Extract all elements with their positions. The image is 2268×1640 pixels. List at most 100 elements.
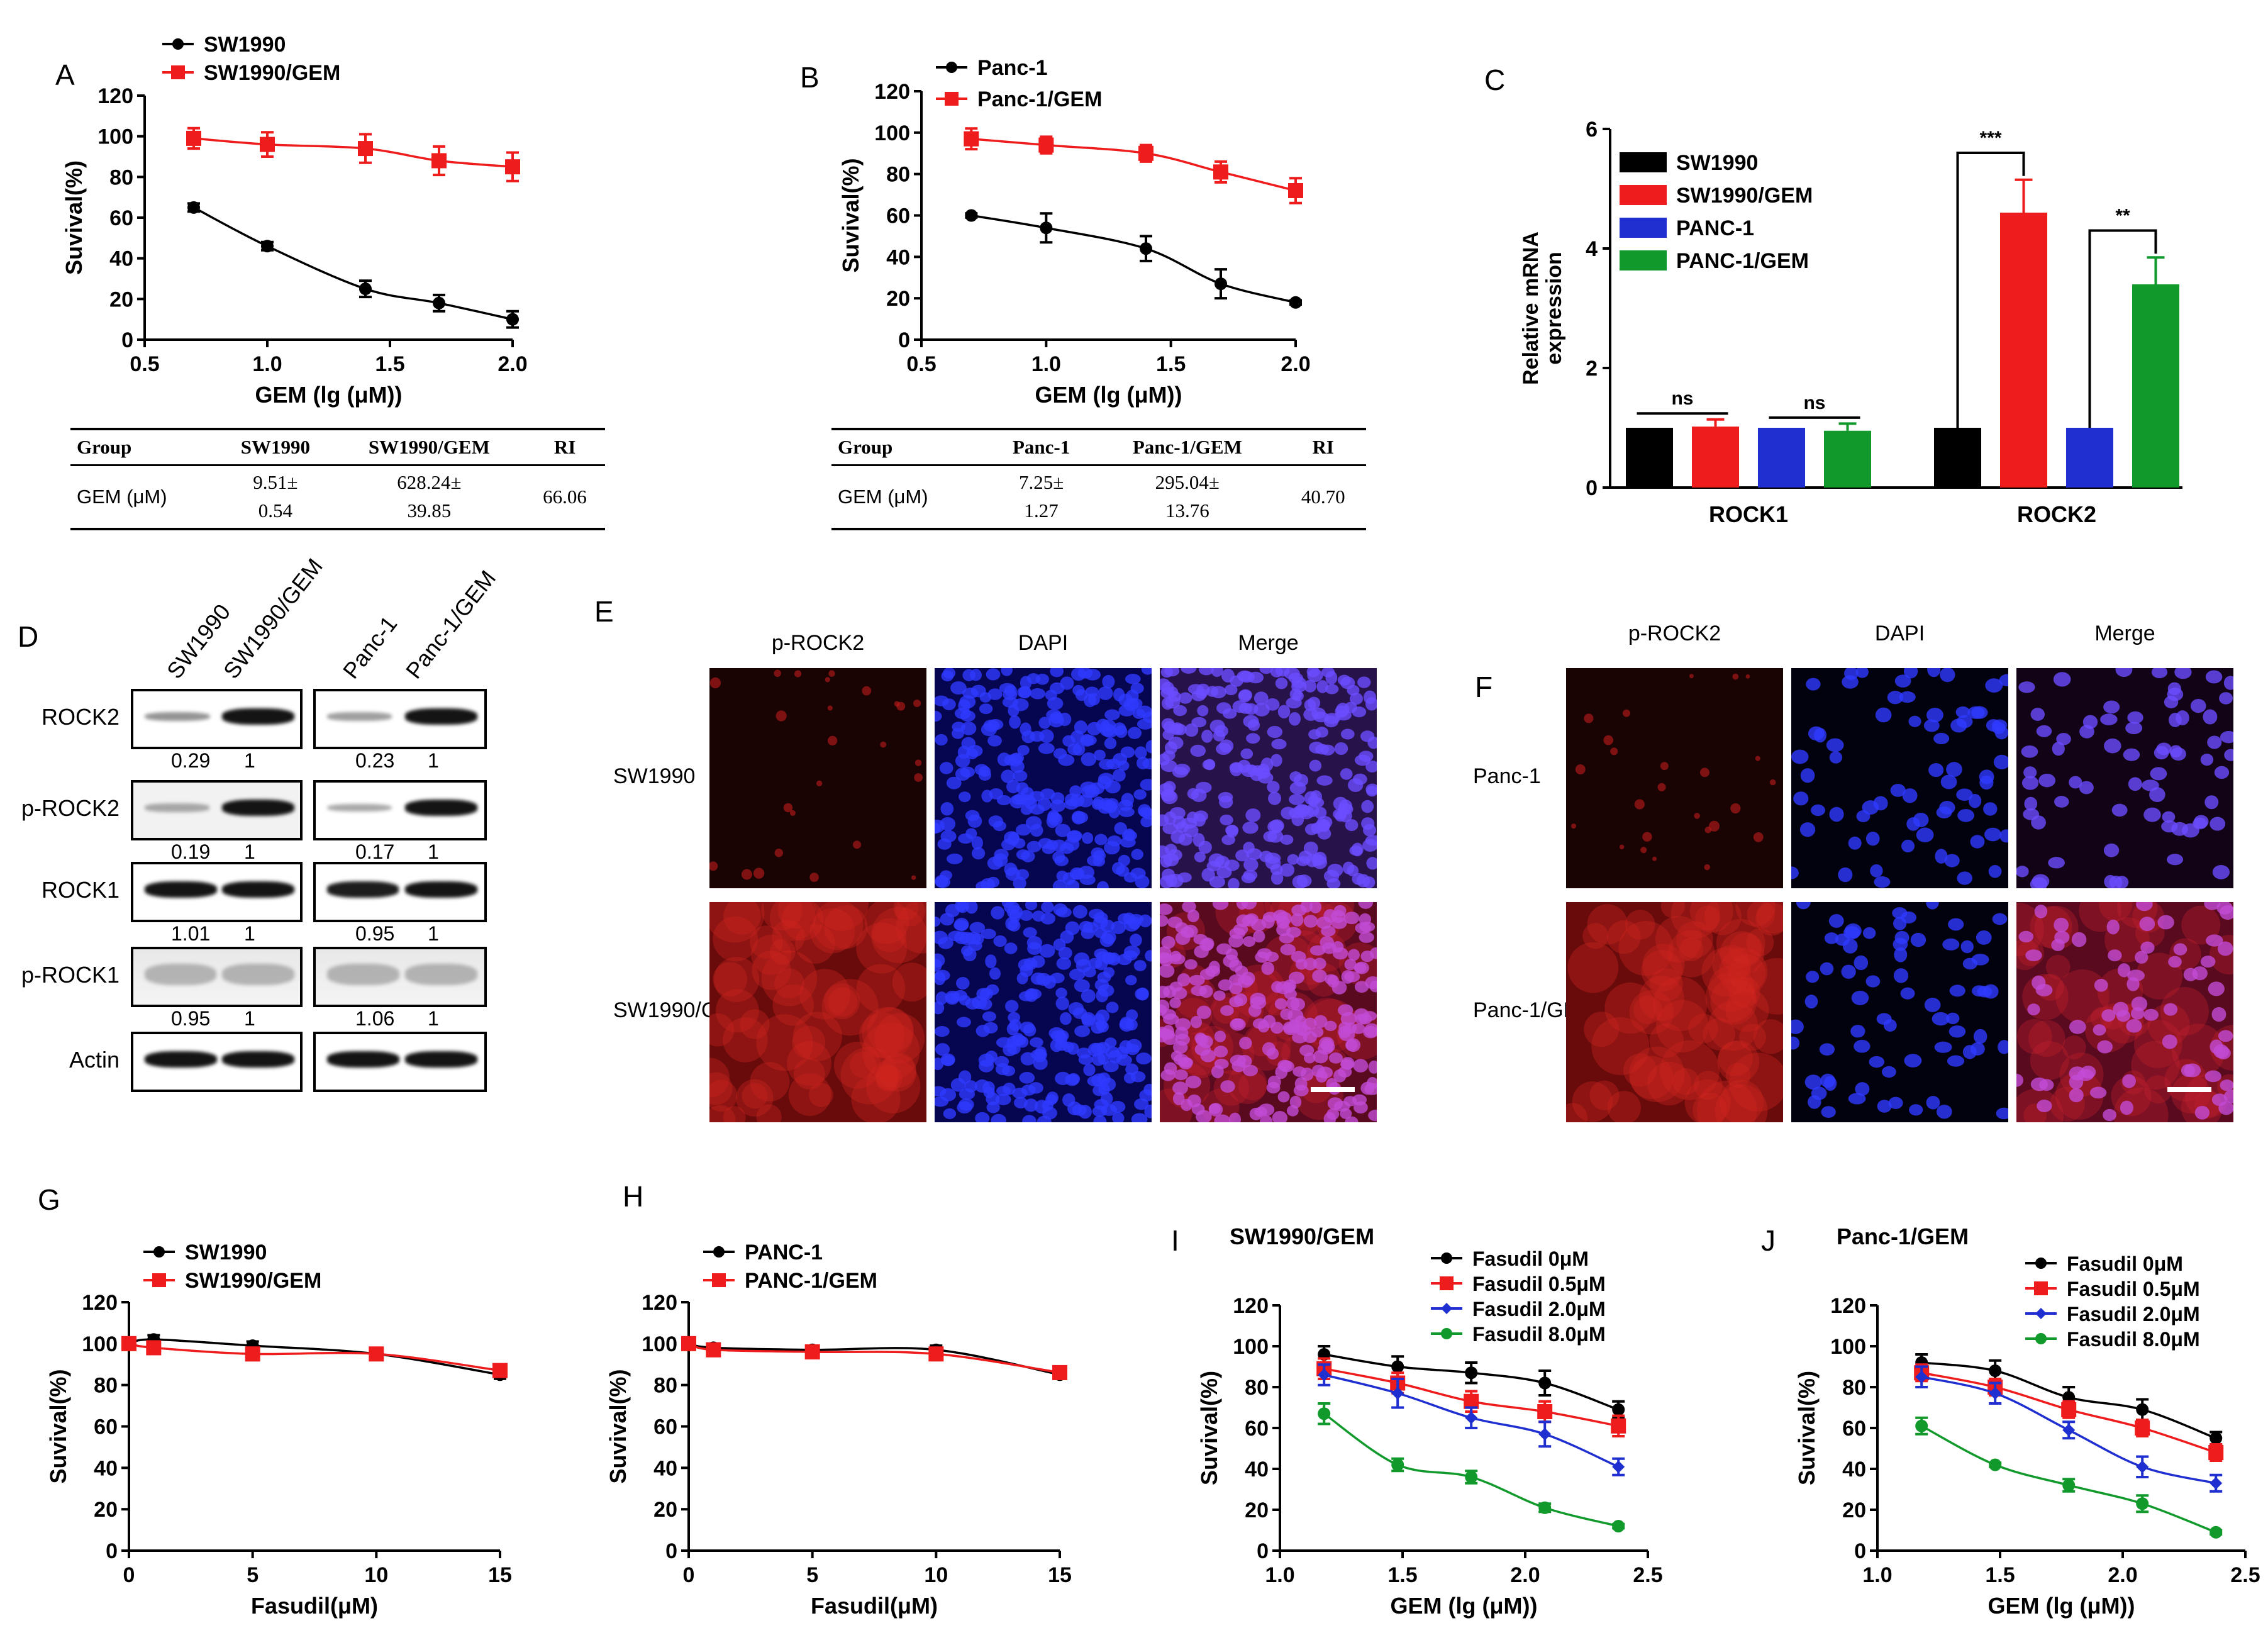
micro-nucleus — [974, 764, 989, 776]
micro-nucleus — [1005, 867, 1020, 881]
micro-nucleus — [2213, 1044, 2229, 1059]
micro-nucleus — [1267, 725, 1283, 739]
micro-blob — [709, 861, 718, 871]
chart-c-bar — [1824, 430, 1871, 488]
micro-blob — [752, 951, 791, 990]
micro-nucleus — [2104, 738, 2121, 754]
blot-lane-label: Panc-1/GEM — [400, 565, 501, 684]
micro-blob — [864, 902, 909, 944]
chart-g-ytick-label: 120 — [82, 1291, 118, 1315]
micro-nucleus — [1821, 1106, 1836, 1118]
micro-nucleus — [2027, 1003, 2040, 1016]
table-a-header-c1: SW1990 — [217, 428, 334, 466]
micro-nucleus — [987, 856, 1003, 870]
micro-nucleus — [1174, 1069, 1188, 1081]
micro-blob — [1695, 905, 1720, 931]
micro-nucleus — [1191, 985, 1208, 996]
micro-nucleus — [955, 902, 967, 912]
micro-blob — [809, 908, 855, 954]
chart-h-ytick-label: 40 — [653, 1456, 677, 1480]
micro-blob — [756, 1014, 813, 1071]
chart-h-xtick-label: 10 — [924, 1563, 948, 1587]
micro-nucleus — [1267, 830, 1284, 843]
micro-nucleus — [1104, 737, 1117, 749]
micro-blob — [1650, 968, 1683, 1001]
micro-blob — [1679, 937, 1704, 962]
micro-nucleus — [943, 668, 956, 679]
micro-nucleus — [1277, 705, 1291, 719]
chart-c-category-label: ROCK2 — [2017, 501, 2096, 527]
micro-nucleus — [1940, 774, 1957, 789]
chart-a-xlabel: GEM (lg (μM)) — [255, 382, 403, 408]
chart-c-ytick-label: 6 — [1586, 118, 1598, 142]
blot-band — [405, 964, 477, 985]
micro-blob — [813, 902, 864, 951]
micro-nucleus — [1313, 957, 1326, 970]
chart-i-point — [1611, 1418, 1626, 1434]
micro-nucleus — [1791, 866, 1799, 879]
micro-nucleus — [975, 1112, 990, 1122]
micro-nucleus — [1241, 902, 1257, 910]
micro-nucleus — [2071, 932, 2087, 947]
blot-membrane — [313, 862, 487, 922]
micro-nucleus — [1910, 932, 1926, 947]
micro-nucleus — [2048, 857, 2065, 869]
micro-nucleus — [1992, 913, 2008, 925]
micro-nucleus — [940, 870, 952, 881]
micro-nucleus — [2212, 864, 2230, 879]
micro-nucleus — [2208, 981, 2225, 996]
micro-blob — [827, 735, 838, 746]
micro-nucleus — [1242, 822, 1259, 834]
micro-image-render — [709, 668, 926, 888]
micro-nucleus — [1324, 1020, 1337, 1032]
micro-nucleus — [1052, 839, 1067, 852]
micro-nucleus — [1366, 786, 1377, 797]
micro-nucleus — [985, 954, 997, 969]
micro-nucleus — [1229, 1112, 1242, 1122]
micro-nucleus — [1016, 849, 1030, 860]
table-a-c1-cell: 9.51± 0.54 — [217, 465, 334, 530]
table-a-ri: 66.06 — [525, 465, 605, 530]
micro-blob — [1652, 856, 1657, 861]
panel-label-h: H — [623, 1180, 644, 1213]
chart-j-point — [1915, 1419, 1928, 1432]
micro-blob — [1745, 674, 1750, 679]
micro-nucleus — [1082, 832, 1094, 844]
micro-nucleus — [1112, 1112, 1125, 1122]
micro-nucleus — [976, 881, 991, 888]
micro-nucleus — [2135, 951, 2148, 964]
micro-nucleus — [1018, 686, 1031, 699]
chart-b-point — [1215, 277, 1227, 291]
blot-row-label: ROCK2 — [41, 704, 120, 730]
chart-g-xlabel: Fasudil(μM) — [251, 1593, 378, 1619]
micro-nucleus — [1038, 717, 1051, 729]
table-a-header-group: Group — [70, 428, 218, 466]
micro-blob — [1699, 767, 1709, 778]
chart-g-xtick-label: 5 — [247, 1563, 258, 1587]
micro-nucleus — [967, 814, 982, 828]
micro-blob — [1630, 1056, 1674, 1100]
micro-blob — [709, 1072, 733, 1105]
micro-blob — [809, 1083, 833, 1107]
micro-nucleus — [1850, 1025, 1865, 1038]
blot-band — [145, 881, 217, 898]
chart-i-point — [1537, 1404, 1553, 1419]
micro-blob — [1642, 832, 1652, 842]
chart-b-xtick-label: 1.0 — [1031, 352, 1061, 376]
micro-blob — [772, 920, 805, 954]
micro-nucleus — [1178, 833, 1193, 846]
micro-blob — [1619, 844, 1625, 850]
micro-blob — [1629, 1046, 1685, 1102]
micro-nucleus — [1996, 1107, 2008, 1120]
micro-nucleus — [1030, 688, 1046, 700]
blot-membrane — [131, 689, 303, 749]
chart-a-xtick-label: 1.5 — [375, 352, 404, 376]
micro-nucleus — [1036, 973, 1052, 986]
blot-quant-value: 1 — [428, 749, 439, 772]
micro-nucleus — [1844, 668, 1859, 680]
micro-blob — [862, 686, 872, 696]
micro-blob — [1641, 950, 1683, 992]
micro-nucleus — [1222, 708, 1237, 719]
blot-quant-value: 1 — [428, 922, 439, 945]
chart-i-point — [1391, 1360, 1404, 1373]
